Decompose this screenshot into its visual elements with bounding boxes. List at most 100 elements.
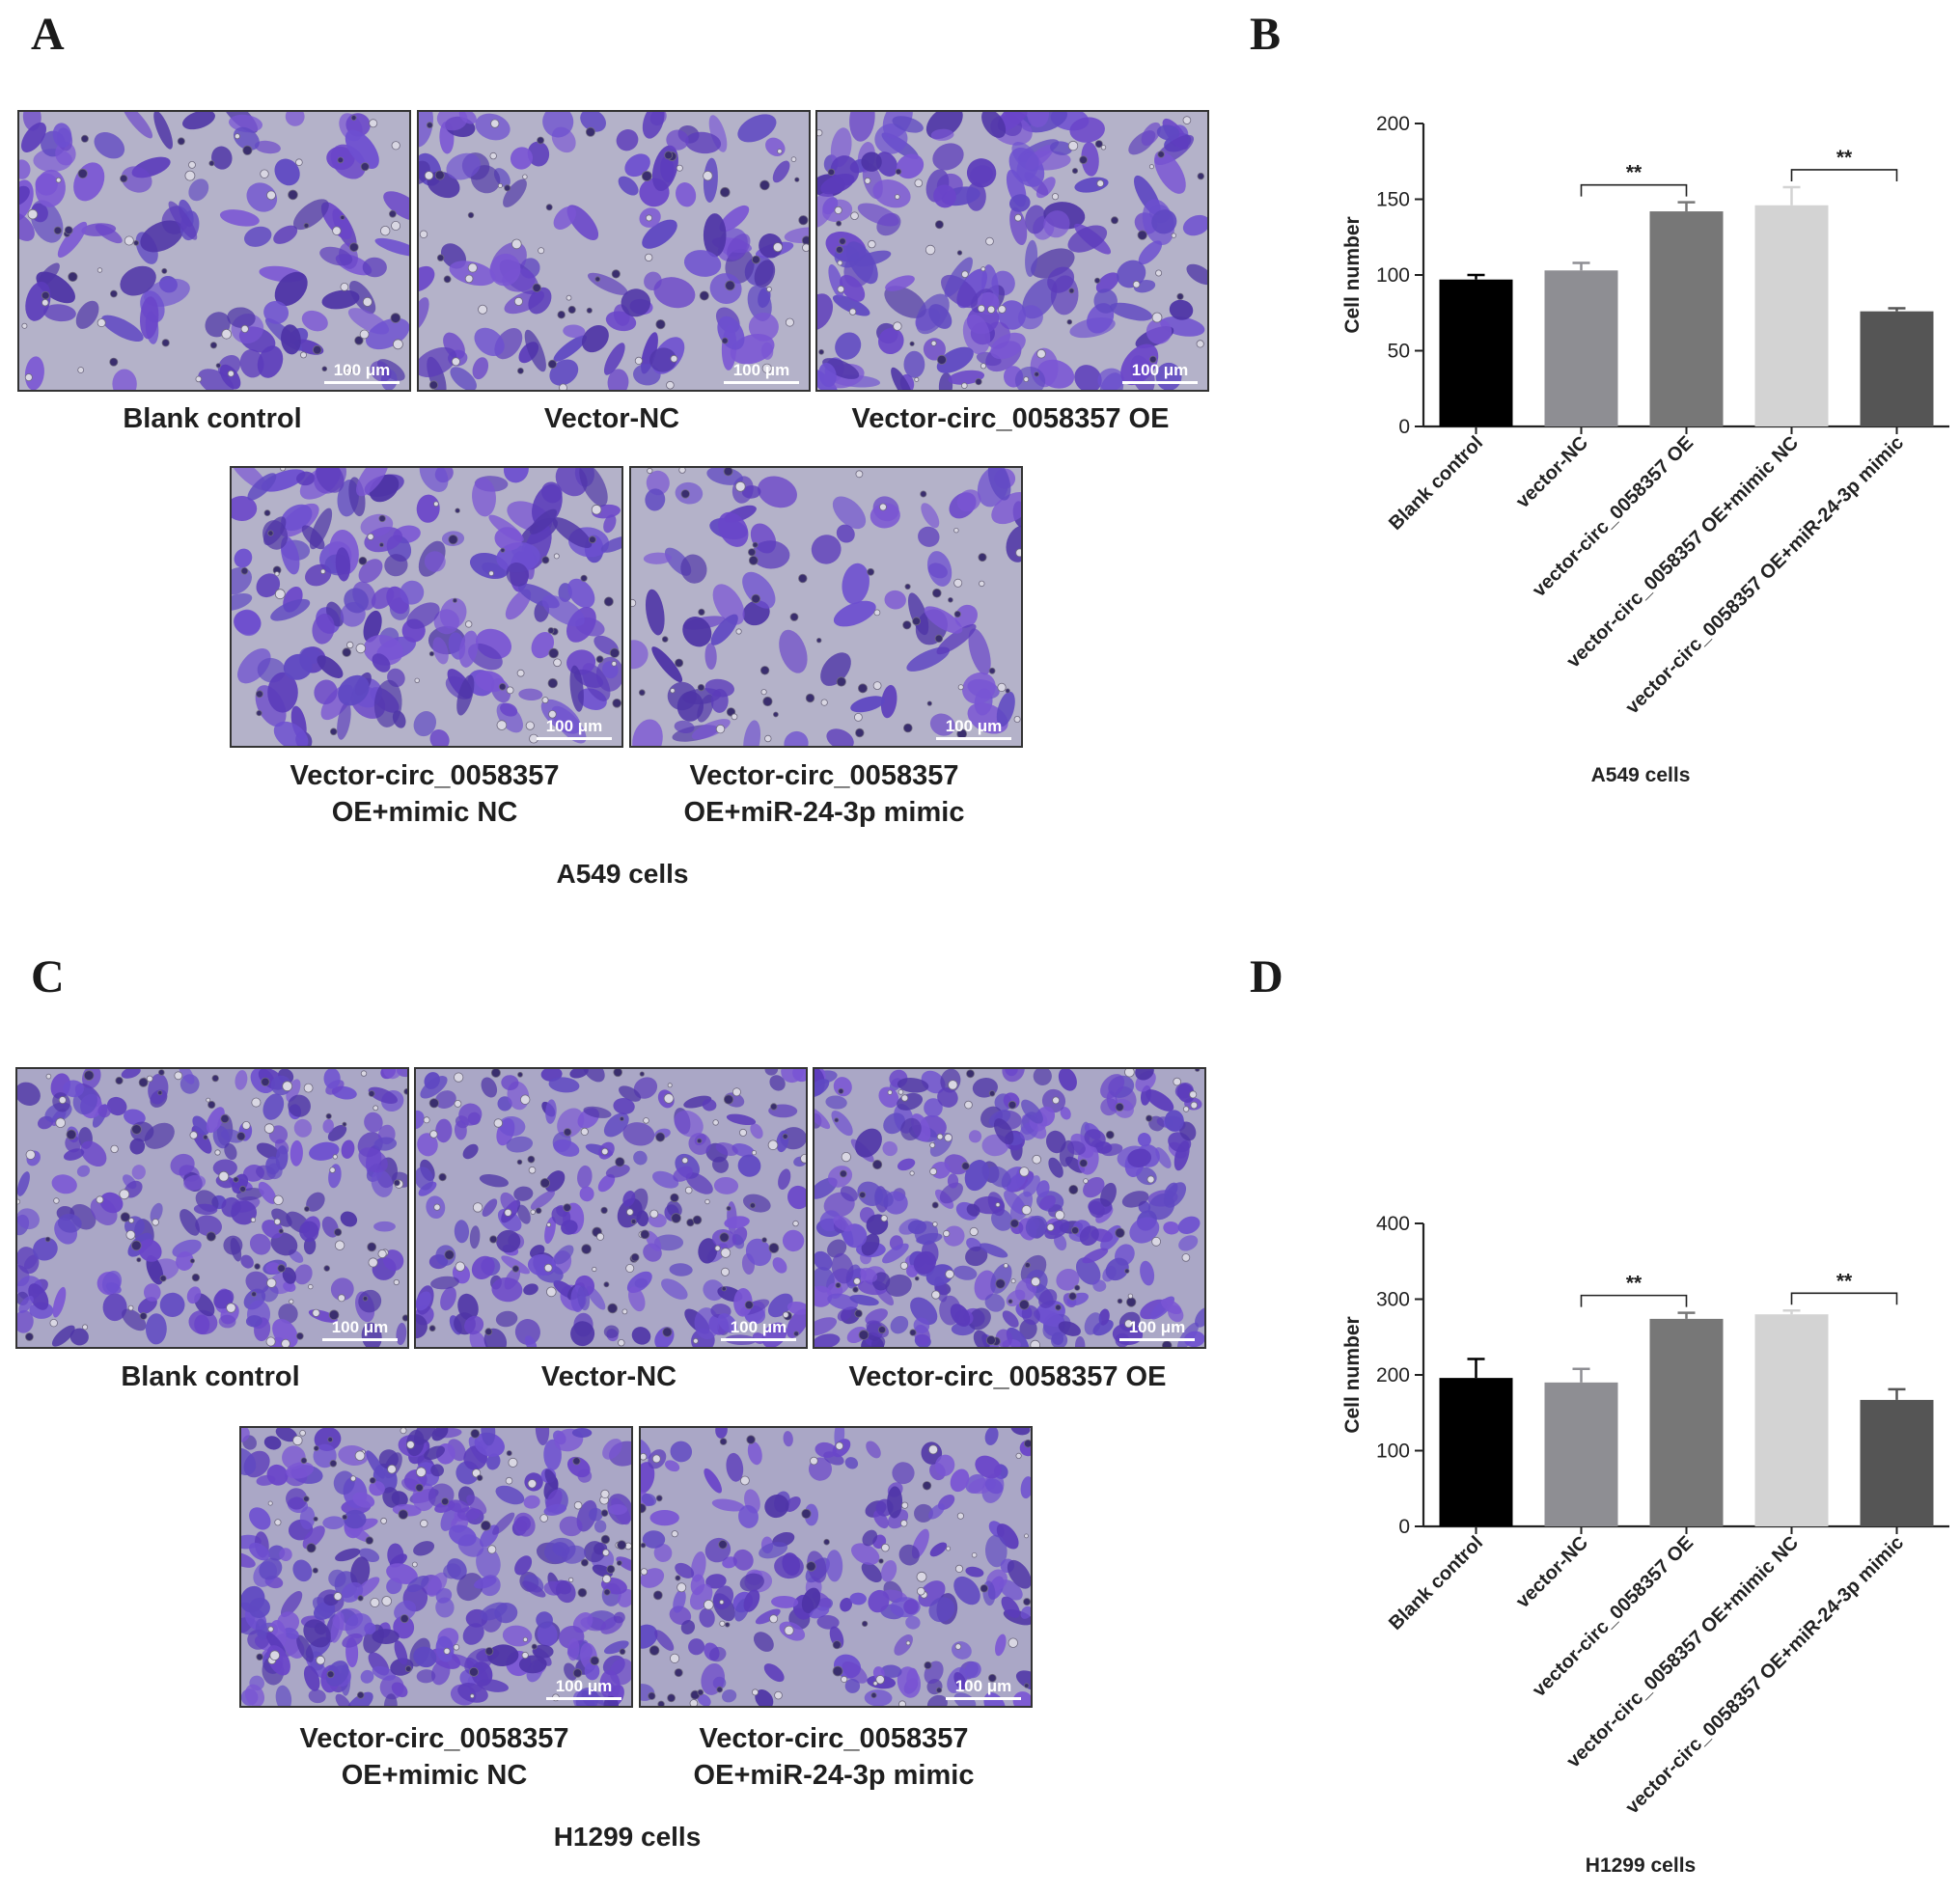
stained-cell (916, 293, 950, 335)
stained-cell (337, 701, 351, 740)
stained-cell (944, 257, 974, 297)
membrane-pore (670, 1193, 679, 1203)
membrane-pore (349, 1475, 357, 1482)
stained-cell (738, 1504, 759, 1528)
membrane-pore (878, 1558, 884, 1564)
membrane-pore (319, 568, 326, 574)
stained-cell (474, 1576, 497, 1589)
stained-cell (435, 1118, 453, 1143)
stained-cell (540, 699, 582, 734)
stained-cell (227, 307, 256, 328)
membrane-pore (827, 168, 836, 177)
membrane-pore (337, 1294, 345, 1303)
membrane-pore (618, 1339, 625, 1347)
membrane-pore (1176, 292, 1184, 300)
membrane-pore (299, 1430, 306, 1437)
stained-cell (424, 1072, 440, 1089)
stained-cell (726, 1113, 757, 1126)
stained-cell (833, 1215, 853, 1232)
stained-cell (18, 1296, 34, 1313)
membrane-pore (21, 322, 28, 329)
membrane-pore (273, 1218, 281, 1225)
stained-cell (391, 1682, 408, 1698)
stained-cell (479, 1174, 509, 1188)
membrane-pore (704, 1600, 714, 1610)
stained-cell (314, 679, 338, 705)
stained-cell (506, 1136, 534, 1153)
micrograph-image (419, 112, 809, 390)
membrane-pore (703, 170, 713, 181)
stained-cell (153, 112, 173, 150)
stained-cell (937, 1087, 958, 1108)
membrane-pore (387, 1464, 397, 1474)
membrane-pore (641, 1453, 648, 1461)
stained-cell (877, 327, 904, 355)
stained-cell (362, 257, 387, 278)
stained-cell (745, 1238, 772, 1267)
stained-cell (482, 1198, 498, 1218)
membrane-pore (354, 336, 364, 345)
stained-cell (708, 115, 728, 152)
stained-cell (921, 503, 940, 529)
stained-cell (1140, 1260, 1155, 1286)
stained-cell (892, 1462, 915, 1485)
membrane-pore (329, 1459, 338, 1468)
membrane-pore (592, 1266, 597, 1273)
stained-cell (121, 166, 152, 193)
membrane-pore (400, 1428, 407, 1435)
membrane-pore (1071, 167, 1079, 175)
membrane-pore (751, 255, 760, 264)
stained-cell (685, 131, 722, 154)
membrane-pore (400, 1614, 409, 1624)
stained-cell (292, 1559, 313, 1582)
membrane-pore (978, 553, 987, 563)
membrane-pore (611, 269, 621, 279)
stained-cell (138, 1239, 162, 1262)
membrane-pore (206, 1231, 216, 1242)
membrane-pore (902, 723, 913, 733)
membrane-pore (295, 158, 303, 166)
membrane-pore (1013, 715, 1021, 723)
stained-cell (144, 278, 190, 307)
stained-cell (249, 1542, 270, 1561)
membrane-pore (987, 305, 996, 314)
membrane-pore (398, 1509, 409, 1520)
membrane-pore (521, 1651, 529, 1660)
membrane-pore (738, 1128, 747, 1137)
membrane-pore (119, 1189, 130, 1200)
micrograph-c-5: 100 μm (639, 1426, 1033, 1708)
stained-cell (495, 1485, 525, 1505)
stained-cell (244, 1684, 265, 1706)
stained-cell (553, 335, 588, 362)
membrane-pore (603, 596, 614, 607)
membrane-pore (698, 608, 705, 616)
membrane-pore (975, 377, 982, 386)
scale-bar-line (724, 381, 799, 384)
stained-cell (691, 1551, 706, 1582)
stained-cell (579, 1186, 594, 1202)
stained-cell (42, 304, 76, 322)
stained-cell (65, 1135, 81, 1153)
stained-cell (742, 1194, 771, 1213)
membrane-pore (226, 1303, 236, 1313)
stained-cell (285, 112, 305, 126)
membrane-pore (476, 1474, 483, 1481)
stained-cell (146, 1254, 164, 1285)
stained-cell (704, 643, 717, 670)
stained-cell (649, 347, 677, 372)
stained-cell (429, 729, 450, 746)
membrane-pore (922, 1481, 932, 1491)
stained-cell (703, 1279, 725, 1302)
stained-cell (255, 1618, 268, 1640)
stained-cell (754, 260, 776, 288)
stained-cell (897, 1078, 929, 1093)
stained-cell (406, 1576, 429, 1593)
stained-cell (302, 1525, 325, 1550)
stained-cell (836, 524, 855, 543)
stained-cell (51, 1325, 75, 1347)
membrane-pore (206, 1097, 211, 1103)
stained-cell (717, 1313, 737, 1333)
stained-cell (21, 122, 46, 152)
membrane-pore (467, 211, 475, 219)
stained-cell (713, 1585, 734, 1610)
